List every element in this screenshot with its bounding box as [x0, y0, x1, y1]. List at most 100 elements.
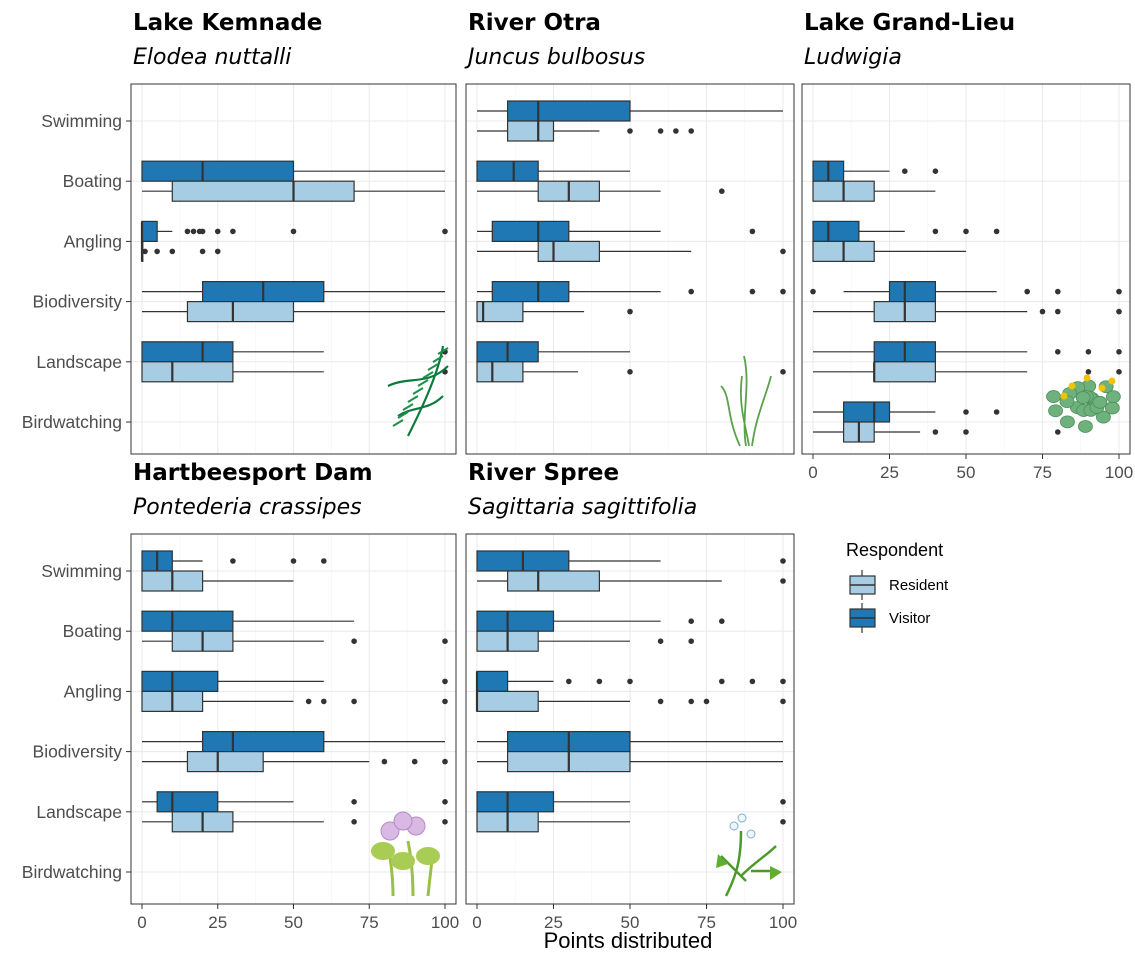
- panel-subtitle: Juncus bulbosus: [464, 45, 645, 70]
- box-iqr: [476, 791, 555, 813]
- outlier-point: [230, 558, 236, 564]
- x-tick-label: 75: [360, 913, 379, 932]
- x-tick-label: 25: [880, 463, 899, 482]
- outlier-point: [627, 308, 633, 315]
- box-iqr: [141, 610, 234, 632]
- icon-flower: [380, 821, 400, 841]
- outlier-point: [351, 698, 357, 705]
- box-iqr: [476, 301, 524, 323]
- box-swimming-resident: [141, 570, 294, 592]
- outlier-point: [719, 678, 725, 685]
- outlier-point: [810, 288, 816, 295]
- x-tick-label: 100: [1105, 463, 1133, 482]
- box-iqr: [507, 570, 601, 592]
- outlier-point: [749, 228, 756, 235]
- outlier-point: [963, 228, 969, 235]
- outlier-point: [780, 369, 786, 375]
- outlier-point: [1024, 288, 1030, 295]
- box-biodiversity-visitor: [477, 730, 783, 753]
- icon-leaf: [432, 355, 444, 363]
- box-iqr: [888, 281, 937, 303]
- x-tick-label: 25: [208, 913, 227, 932]
- box-swimming-visitor: [141, 550, 327, 572]
- outlier-point: [780, 799, 786, 805]
- outlier-point: [993, 409, 1000, 415]
- icon-leaf: [427, 363, 439, 371]
- x-axis-title: Points distributed: [544, 928, 713, 953]
- outlier-point: [1116, 288, 1122, 295]
- box-biodiversity-resident: [813, 301, 1122, 323]
- box-iqr: [171, 180, 355, 202]
- icon-leaf: [422, 371, 434, 379]
- icon-leaf: [716, 854, 728, 868]
- outlier-point: [169, 248, 176, 255]
- box-iqr: [202, 730, 325, 753]
- outlier-point: [1085, 349, 1092, 355]
- outlier-point: [1055, 288, 1061, 295]
- legend-key-visitor: Visitor: [849, 603, 930, 633]
- panel-5: River Spree Sagittaria sagittifolia 0 25 50 7…: [465, 460, 797, 932]
- outlier-point: [932, 429, 939, 435]
- panel-subtitle: Sagittaria sagittifolia: [468, 495, 697, 520]
- icon-leaf: [1104, 401, 1120, 415]
- icon-flower: [1098, 384, 1106, 392]
- outlier-point: [703, 698, 710, 705]
- icon-stem: [720, 355, 772, 447]
- pontederia-plant-icon: [371, 811, 440, 897]
- outlier-point: [688, 618, 694, 624]
- outlier-point: [214, 248, 221, 255]
- box-boating-resident: [812, 180, 936, 202]
- legend-label: Resident: [889, 577, 949, 594]
- outlier-point: [932, 228, 939, 235]
- outlier-point: [780, 678, 786, 685]
- icon-flower: [1068, 382, 1076, 390]
- x-tick-label: 50: [621, 913, 640, 932]
- box-angling-resident: [475, 690, 786, 713]
- y-tick-label: Biodiversity: [33, 292, 123, 312]
- box-iqr: [476, 690, 539, 713]
- outlier-point: [351, 638, 357, 644]
- y-tick-label: Biodiversity: [33, 742, 123, 762]
- y-tick-label: Birdwatching: [22, 412, 122, 432]
- box-landscape-resident: [813, 361, 1122, 383]
- y-tick-label: Birdwatching: [22, 862, 122, 882]
- icon-leaf: [416, 847, 440, 865]
- outlier-point: [154, 248, 160, 255]
- outlier-point: [305, 698, 312, 705]
- outlier-point: [142, 248, 148, 255]
- panel-3: Lake Grand-Lieu Ludwigia 0 25 50 75 100: [801, 10, 1133, 482]
- panel-title: Lake Kemnade: [133, 10, 322, 36]
- outlier-point: [780, 248, 786, 255]
- outlier-point: [1055, 429, 1061, 435]
- box-iqr: [507, 100, 631, 122]
- icon-leaf: [412, 387, 424, 395]
- outlier-point: [719, 188, 725, 194]
- outlier-point: [442, 638, 448, 644]
- icon-flower: [1083, 374, 1091, 382]
- outlier-point: [1085, 369, 1092, 375]
- outlier-point: [442, 799, 448, 805]
- outlier-point: [688, 128, 694, 134]
- box-landscape-resident: [142, 811, 448, 833]
- box-landscape-resident: [141, 361, 448, 383]
- outlier-point: [351, 799, 357, 805]
- outlier-point: [321, 698, 327, 705]
- box-iqr: [156, 791, 219, 813]
- outlier-point: [902, 168, 908, 174]
- x-tick-label: 75: [1033, 463, 1052, 482]
- panel-subtitle: Ludwigia: [804, 45, 902, 70]
- box-angling-visitor: [475, 670, 786, 693]
- icon-stem: [720, 830, 777, 897]
- box-iqr: [141, 361, 234, 383]
- elodea-plant-icon: [387, 345, 449, 437]
- outlier-point: [184, 228, 191, 235]
- panel-title: Hartbeesport Dam: [133, 460, 373, 486]
- box-iqr: [491, 281, 570, 303]
- y-tick-label: Angling: [64, 231, 122, 251]
- outlier-point: [321, 558, 327, 564]
- outlier-point: [1116, 349, 1122, 355]
- x-tick-label: 50: [957, 463, 976, 482]
- icon-leaf: [1048, 404, 1063, 418]
- box-biodiversity-visitor: [142, 730, 445, 753]
